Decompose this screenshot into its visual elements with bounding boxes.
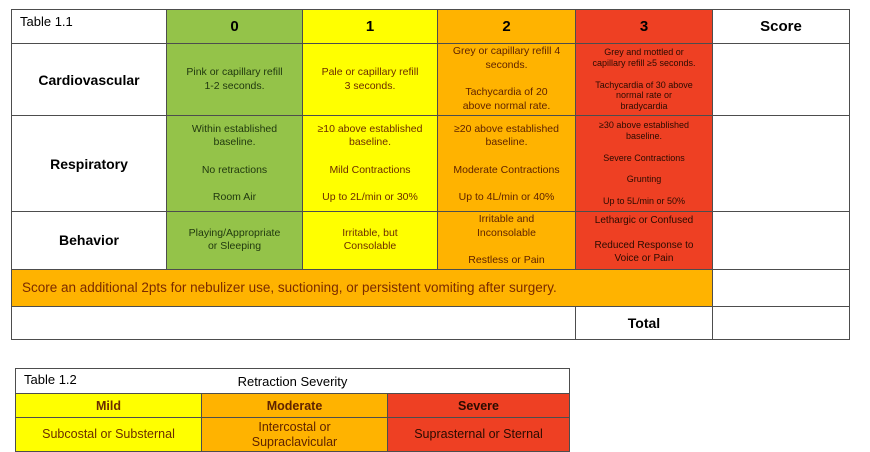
severity-moderate: Moderate <box>201 393 388 418</box>
table1-header-row: Table 1.1 0 1 2 3 Score <box>11 9 850 44</box>
table2-header-cell: Table 1.2 Retraction Severity <box>15 368 570 394</box>
cell-behavior-2: Irritable and Inconsolable Restless or P… <box>437 211 576 270</box>
header-score-3: 3 <box>575 9 713 44</box>
row-behavior: Behavior Playing/Appropriate or Sleeping… <box>11 211 850 270</box>
row-cardiovascular: Cardiovascular Pink or capillary refill … <box>11 43 850 116</box>
score-cell-note <box>712 268 850 307</box>
header-score-0: 0 <box>166 9 303 44</box>
total-score-cell <box>712 305 850 340</box>
cell-cardiovascular-3: Grey and mottled or capillary refill ≥5 … <box>575 43 713 116</box>
detail-moderate: Intercostal or Supraclavicular <box>201 417 388 452</box>
table1-title: Table 1.1 <box>11 9 167 44</box>
row-label-behavior: Behavior <box>11 211 167 270</box>
table2-title: Table 1.2 <box>24 372 77 387</box>
header-score-1: 1 <box>302 9 438 44</box>
additional-points-note: Score an additional 2pts for nebulizer u… <box>11 268 713 307</box>
row-label-respiratory: Respiratory <box>11 115 167 212</box>
table2-header-row: Table 1.2 Retraction Severity <box>15 368 570 394</box>
severity-mild: Mild <box>15 393 202 418</box>
score-cell-respiratory <box>712 115 850 212</box>
score-cell-cardiovascular <box>712 43 850 116</box>
cell-behavior-3: Lethargic or Confused Reduced Response t… <box>575 211 713 270</box>
detail-mild: Subcostal or Substernal <box>15 417 202 452</box>
total-row: Total <box>11 305 850 340</box>
score-cell-behavior <box>712 211 850 270</box>
detail-severe: Suprasternal or Sternal <box>387 417 570 452</box>
severity-severe: Severe <box>387 393 570 418</box>
cell-cardiovascular-2: Grey or capillary refill 4 seconds. Tach… <box>437 43 576 116</box>
cell-cardiovascular-1: Pale or capillary refill 3 seconds. <box>302 43 438 116</box>
retraction-severity-table: Table 1.2 Retraction Severity Mild Moder… <box>15 368 570 452</box>
cell-respiratory-1: ≥10 above established baseline. Mild Con… <box>302 115 438 212</box>
row-label-cardiovascular: Cardiovascular <box>11 43 167 116</box>
row-respiratory: Respiratory Within established baseline.… <box>11 115 850 212</box>
cell-behavior-1: Irritable, but Consolable <box>302 211 438 270</box>
pews-score-table: Table 1.1 0 1 2 3 Score Cardiovascular P… <box>11 9 850 340</box>
header-score-label: Score <box>712 9 850 44</box>
table2-caption: Retraction Severity <box>237 373 348 389</box>
cell-respiratory-3: ≥30 above established baseline. Severe C… <box>575 115 713 212</box>
total-label: Total <box>575 305 713 340</box>
cell-respiratory-0: Within established baseline. No retracti… <box>166 115 303 212</box>
cell-behavior-0: Playing/Appropriate or Sleeping <box>166 211 303 270</box>
severity-detail-row: Subcostal or Substernal Intercostal or S… <box>15 417 570 452</box>
cell-respiratory-2: ≥20 above established baseline. Moderate… <box>437 115 576 212</box>
header-score-2: 2 <box>437 9 576 44</box>
severity-label-row: Mild Moderate Severe <box>15 393 570 418</box>
total-row-spacer <box>11 305 576 340</box>
additional-points-row: Score an additional 2pts for nebulizer u… <box>11 268 850 307</box>
cell-cardiovascular-0: Pink or capillary refill 1-2 seconds. <box>166 43 303 116</box>
